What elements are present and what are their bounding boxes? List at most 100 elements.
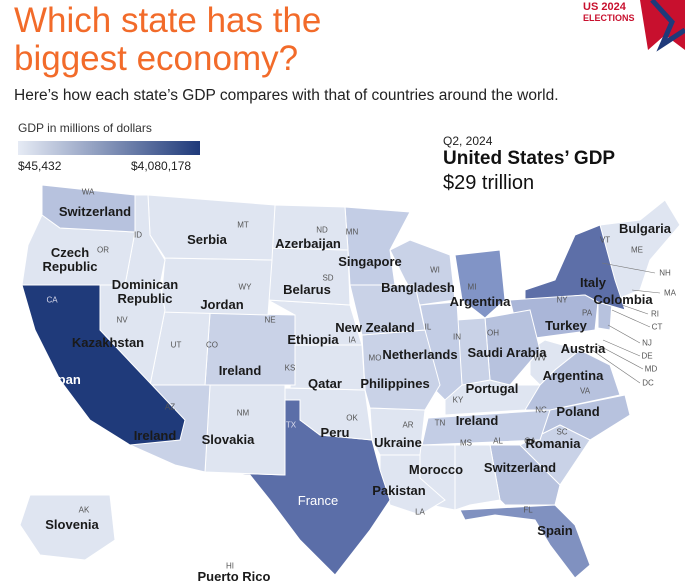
state-abbr: MA bbox=[664, 288, 676, 298]
leader-line bbox=[602, 339, 641, 357]
country-label: Colombia bbox=[593, 292, 653, 307]
state-abbr: NH bbox=[659, 268, 671, 278]
state-abbr: TX bbox=[285, 420, 297, 430]
state-abbr: OH bbox=[487, 328, 499, 338]
state-shape bbox=[284, 387, 373, 441]
state-abbr: AR bbox=[402, 420, 414, 430]
country-label: Qatar bbox=[308, 376, 342, 391]
state-abbr: CT bbox=[651, 322, 663, 332]
state-shape bbox=[19, 494, 116, 561]
state-abbr: WA bbox=[81, 187, 95, 197]
state-abbr: GA bbox=[524, 436, 536, 446]
leader-line bbox=[621, 304, 649, 315]
state-abbr: KS bbox=[284, 363, 296, 373]
state-abbr: WY bbox=[238, 282, 252, 292]
state-abbr: IN bbox=[453, 332, 461, 342]
country-label: Peru bbox=[320, 425, 350, 440]
state-abbr: HI bbox=[226, 561, 234, 571]
country-label: Bulgaria bbox=[618, 221, 672, 236]
state-abbr: MD bbox=[644, 364, 658, 374]
country-label: Czech Republic bbox=[42, 245, 98, 274]
leader-line bbox=[631, 289, 661, 294]
country-label: Japan bbox=[43, 372, 81, 387]
country-label: Portugal bbox=[465, 381, 519, 396]
state-abbr: OR bbox=[97, 245, 109, 255]
country-label: Saudi Arabia bbox=[467, 345, 547, 360]
leader-line bbox=[591, 349, 641, 384]
country-label: Italy bbox=[579, 275, 607, 290]
state-abbr: MO bbox=[368, 353, 382, 363]
callout-value: $29 trillion bbox=[443, 172, 535, 194]
state-abbr: NC bbox=[535, 405, 547, 415]
state-abbr: DC bbox=[642, 378, 654, 388]
country-label: Azerbaijan bbox=[275, 236, 341, 251]
state-abbr: MS bbox=[460, 438, 472, 448]
state-abbr: KY bbox=[452, 395, 464, 405]
leader-line bbox=[611, 309, 651, 328]
state-abbr: TN bbox=[434, 418, 446, 428]
state-abbr: MN bbox=[345, 227, 359, 237]
state-abbr: NM bbox=[236, 408, 250, 418]
state-abbr: IA bbox=[348, 335, 356, 345]
logo-text: US 2024 bbox=[583, 1, 626, 13]
state-shape bbox=[361, 329, 441, 411]
country-label: Netherlands bbox=[382, 347, 458, 362]
country-label: Ireland bbox=[455, 413, 499, 428]
country-label: Turkey bbox=[545, 318, 587, 333]
state-abbr: MT bbox=[237, 220, 249, 230]
country-label: Dominican Republic bbox=[111, 277, 179, 306]
country-label: Pakistan bbox=[372, 483, 426, 498]
country-label: Poland bbox=[556, 404, 600, 419]
state-abbr: SC bbox=[556, 427, 568, 437]
legend-max: $4,080,178 bbox=[131, 159, 192, 173]
state-shape bbox=[204, 384, 286, 476]
state-abbr: AK bbox=[78, 505, 90, 515]
logo-text: ELECTIONS bbox=[583, 13, 635, 23]
state-shape bbox=[41, 184, 136, 233]
country-label: Romania bbox=[525, 436, 581, 451]
state-abbr: IL bbox=[424, 322, 432, 332]
country-label: Argentina bbox=[449, 294, 511, 309]
country-label: Bangladesh bbox=[381, 280, 455, 295]
legend-gradient bbox=[18, 141, 200, 155]
country-label: France bbox=[297, 493, 339, 508]
country-label: Puerto Rico bbox=[197, 569, 271, 583]
state-abbr: LA bbox=[415, 507, 425, 517]
state-abbr: ND bbox=[316, 225, 328, 235]
country-label: New Zealand bbox=[335, 320, 415, 335]
state-abbr: SD bbox=[322, 273, 334, 283]
state-shape bbox=[421, 409, 551, 446]
title-line: biggest economy? bbox=[14, 39, 299, 78]
leader-line bbox=[601, 262, 656, 274]
legend-title: GDP in millions of dollars bbox=[18, 121, 152, 135]
state-shape bbox=[454, 249, 506, 319]
state-abbr: UT bbox=[170, 340, 182, 350]
state-shape bbox=[459, 504, 591, 579]
leader-line bbox=[607, 324, 641, 344]
country-label: Ukraine bbox=[374, 435, 422, 450]
country-label: Ireland bbox=[133, 428, 177, 443]
legend-min: $45,432 bbox=[18, 159, 62, 173]
country-label: Switzerland bbox=[483, 460, 557, 475]
logo-stripe bbox=[650, 0, 685, 52]
state-abbr: NY bbox=[556, 295, 568, 305]
callout-period: Q2, 2024 bbox=[443, 134, 493, 148]
state-abbr: VT bbox=[599, 235, 611, 245]
country-label: Jordan bbox=[200, 297, 244, 312]
state-shape bbox=[21, 284, 186, 446]
state-abbr: VA bbox=[579, 386, 591, 396]
country-label: Kazakhstan bbox=[71, 335, 145, 350]
country-label: Switzerland bbox=[58, 204, 132, 219]
state-abbr: RI bbox=[651, 309, 659, 319]
state-abbr: CO bbox=[206, 340, 218, 350]
state-abbr: AL bbox=[493, 436, 503, 446]
state-abbr: PA bbox=[581, 308, 593, 318]
country-label: Slovenia bbox=[45, 517, 99, 532]
country-label: Belarus bbox=[283, 282, 331, 297]
state-abbr: WV bbox=[533, 353, 547, 363]
state-abbr: ME bbox=[631, 245, 643, 255]
state-abbr: MI bbox=[467, 282, 477, 292]
subtitle: Here’s how each state’s GDP compares wit… bbox=[14, 87, 559, 104]
state-abbr: CA bbox=[46, 295, 58, 305]
